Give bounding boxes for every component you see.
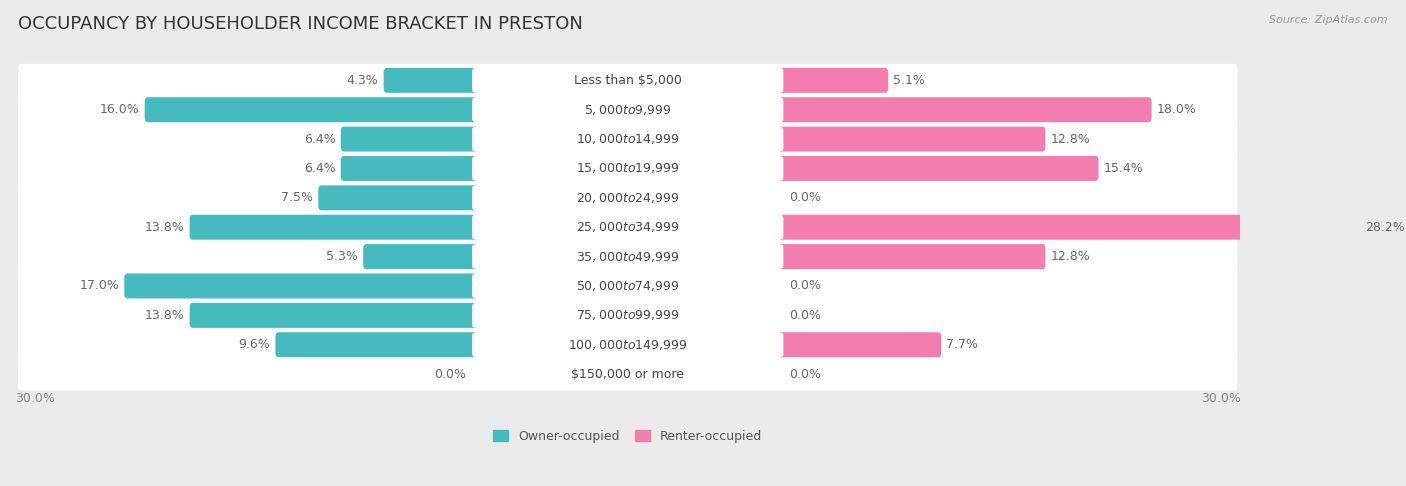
FancyBboxPatch shape bbox=[472, 156, 783, 181]
FancyBboxPatch shape bbox=[363, 244, 478, 269]
FancyBboxPatch shape bbox=[384, 68, 478, 93]
Text: $50,000 to $74,999: $50,000 to $74,999 bbox=[576, 279, 679, 293]
Text: 0.0%: 0.0% bbox=[434, 367, 467, 381]
Text: $75,000 to $99,999: $75,000 to $99,999 bbox=[576, 308, 679, 322]
FancyBboxPatch shape bbox=[472, 362, 783, 386]
FancyBboxPatch shape bbox=[18, 93, 1237, 126]
FancyBboxPatch shape bbox=[472, 274, 783, 298]
Text: Source: ZipAtlas.com: Source: ZipAtlas.com bbox=[1270, 15, 1388, 25]
Text: 13.8%: 13.8% bbox=[145, 221, 184, 234]
FancyBboxPatch shape bbox=[190, 303, 478, 328]
FancyBboxPatch shape bbox=[472, 98, 783, 122]
Text: $35,000 to $49,999: $35,000 to $49,999 bbox=[576, 250, 679, 263]
FancyBboxPatch shape bbox=[340, 126, 478, 152]
Text: 5.3%: 5.3% bbox=[326, 250, 359, 263]
FancyBboxPatch shape bbox=[778, 68, 889, 93]
Text: $5,000 to $9,999: $5,000 to $9,999 bbox=[583, 103, 672, 117]
Text: $10,000 to $14,999: $10,000 to $14,999 bbox=[576, 132, 679, 146]
FancyBboxPatch shape bbox=[18, 152, 1237, 185]
Text: OCCUPANCY BY HOUSEHOLDER INCOME BRACKET IN PRESTON: OCCUPANCY BY HOUSEHOLDER INCOME BRACKET … bbox=[18, 15, 583, 33]
Text: 0.0%: 0.0% bbox=[789, 309, 821, 322]
Text: $150,000 or more: $150,000 or more bbox=[571, 367, 685, 381]
Text: 0.0%: 0.0% bbox=[789, 279, 821, 293]
Text: 16.0%: 16.0% bbox=[100, 103, 139, 116]
Text: 12.8%: 12.8% bbox=[1050, 250, 1090, 263]
Text: 18.0%: 18.0% bbox=[1157, 103, 1197, 116]
Text: 0.0%: 0.0% bbox=[789, 191, 821, 204]
Text: $100,000 to $149,999: $100,000 to $149,999 bbox=[568, 338, 688, 352]
Legend: Owner-occupied, Renter-occupied: Owner-occupied, Renter-occupied bbox=[494, 430, 762, 443]
Text: 28.2%: 28.2% bbox=[1365, 221, 1405, 234]
FancyBboxPatch shape bbox=[18, 328, 1237, 361]
Text: $15,000 to $19,999: $15,000 to $19,999 bbox=[576, 161, 679, 175]
FancyBboxPatch shape bbox=[18, 240, 1237, 273]
Text: 17.0%: 17.0% bbox=[79, 279, 120, 293]
FancyBboxPatch shape bbox=[778, 126, 1046, 152]
Text: 0.0%: 0.0% bbox=[789, 367, 821, 381]
FancyBboxPatch shape bbox=[18, 358, 1237, 391]
Text: 6.4%: 6.4% bbox=[304, 133, 336, 146]
Text: $20,000 to $24,999: $20,000 to $24,999 bbox=[576, 191, 679, 205]
FancyBboxPatch shape bbox=[18, 181, 1237, 214]
Text: 5.1%: 5.1% bbox=[893, 74, 925, 87]
FancyBboxPatch shape bbox=[145, 97, 478, 122]
FancyBboxPatch shape bbox=[778, 97, 1152, 122]
Text: 15.4%: 15.4% bbox=[1104, 162, 1143, 175]
FancyBboxPatch shape bbox=[472, 127, 783, 151]
FancyBboxPatch shape bbox=[472, 244, 783, 269]
FancyBboxPatch shape bbox=[778, 332, 941, 357]
Text: Less than $5,000: Less than $5,000 bbox=[574, 74, 682, 87]
FancyBboxPatch shape bbox=[472, 332, 783, 357]
Text: 30.0%: 30.0% bbox=[1201, 392, 1240, 405]
FancyBboxPatch shape bbox=[340, 156, 478, 181]
FancyBboxPatch shape bbox=[18, 64, 1237, 97]
Text: 13.8%: 13.8% bbox=[145, 309, 184, 322]
FancyBboxPatch shape bbox=[318, 185, 478, 210]
FancyBboxPatch shape bbox=[472, 215, 783, 240]
FancyBboxPatch shape bbox=[18, 270, 1237, 302]
FancyBboxPatch shape bbox=[18, 122, 1237, 156]
FancyBboxPatch shape bbox=[18, 299, 1237, 332]
FancyBboxPatch shape bbox=[18, 211, 1237, 243]
Text: 9.6%: 9.6% bbox=[239, 338, 270, 351]
FancyBboxPatch shape bbox=[472, 303, 783, 328]
FancyBboxPatch shape bbox=[124, 274, 478, 298]
FancyBboxPatch shape bbox=[472, 68, 783, 92]
FancyBboxPatch shape bbox=[778, 215, 1360, 240]
Text: 7.7%: 7.7% bbox=[946, 338, 979, 351]
FancyBboxPatch shape bbox=[472, 186, 783, 210]
FancyBboxPatch shape bbox=[778, 244, 1046, 269]
FancyBboxPatch shape bbox=[190, 215, 478, 240]
Text: 6.4%: 6.4% bbox=[304, 162, 336, 175]
FancyBboxPatch shape bbox=[276, 332, 478, 357]
Text: 12.8%: 12.8% bbox=[1050, 133, 1090, 146]
FancyBboxPatch shape bbox=[778, 156, 1098, 181]
Text: $25,000 to $34,999: $25,000 to $34,999 bbox=[576, 220, 679, 234]
Text: 30.0%: 30.0% bbox=[15, 392, 55, 405]
Text: 7.5%: 7.5% bbox=[281, 191, 314, 204]
Text: 4.3%: 4.3% bbox=[347, 74, 378, 87]
